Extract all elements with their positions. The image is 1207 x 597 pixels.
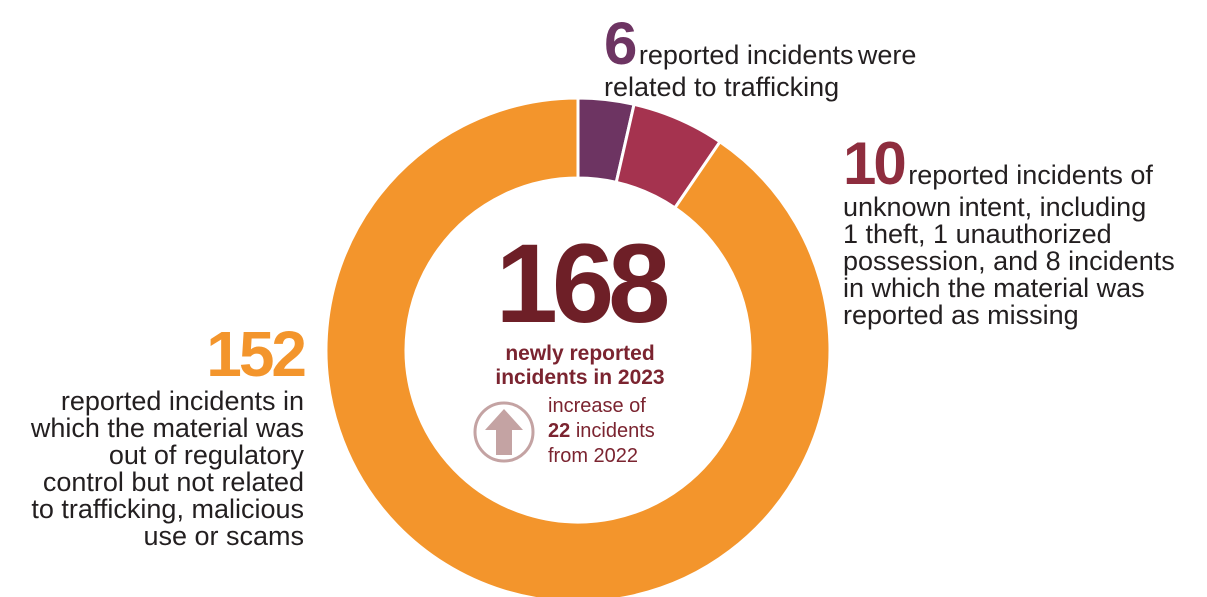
- regulatory-line-4: control but not related: [42, 467, 304, 497]
- regulatory-line-2: which the material was: [30, 413, 304, 443]
- callout-regulatory-control: 152 reported incidents in which the mate…: [0, 318, 307, 551]
- increase-unit: incidents: [575, 420, 655, 442]
- unknown-intent-line-5: in which the material was: [843, 273, 1145, 303]
- trafficking-line-1: reported incidents: [638, 40, 854, 70]
- increase-arrow-shape: [485, 409, 523, 455]
- regulatory-count: 152: [206, 318, 307, 390]
- total-count: 168: [495, 221, 671, 346]
- callout-unknown-intent: 10 reported incidents of unknown intent,…: [843, 134, 1203, 329]
- regulatory-line-3: out of regulatory: [108, 440, 304, 470]
- donut-slices: [324, 96, 832, 597]
- trafficking-line-2: were related to trafficking: [604, 40, 917, 102]
- unknown-intent-line-6: reported as missing: [843, 300, 1079, 330]
- regulatory-line-1: reported incidents in: [60, 386, 304, 416]
- regulatory-line-5: to trafficking, malicious: [31, 494, 304, 524]
- increase-arrow-icon: [473, 401, 535, 463]
- slice-regulatory-control: [324, 96, 832, 597]
- unknown-intent-line-2: unknown intent, including: [843, 192, 1147, 222]
- unknown-intent-line-4: possession, and 8 incidents: [843, 246, 1175, 276]
- increase-suffix: from 2022: [548, 445, 639, 467]
- increase-amount-line: 22 incidents: [548, 419, 655, 444]
- trafficking-count: 6: [604, 10, 637, 77]
- increase-prefix: increase of: [548, 395, 646, 417]
- total-caption: newly reported incidents in 2023: [470, 342, 690, 390]
- unknown-intent-count: 10: [843, 130, 907, 197]
- callout-trafficking: 6 reported incidents were related to tra…: [604, 14, 1004, 101]
- increase-amount: 22: [548, 420, 571, 442]
- regulatory-line-6: use or scams: [143, 521, 304, 551]
- increase-text: increase of 22 incidents from 2022: [548, 394, 655, 469]
- center-total: 168 newly reported incidents in 2023: [470, 228, 690, 390]
- total-caption-line-1: newly reported: [505, 342, 655, 365]
- increase-arrow-ring: [473, 401, 535, 463]
- unknown-intent-line-3: 1 theft, 1 unauthorized: [843, 219, 1112, 249]
- total-caption-line-2: incidents in 2023: [495, 366, 665, 389]
- unknown-intent-line-1: reported incidents of: [908, 160, 1153, 190]
- increase-note: increase of 22 incidents from 2022: [472, 392, 702, 472]
